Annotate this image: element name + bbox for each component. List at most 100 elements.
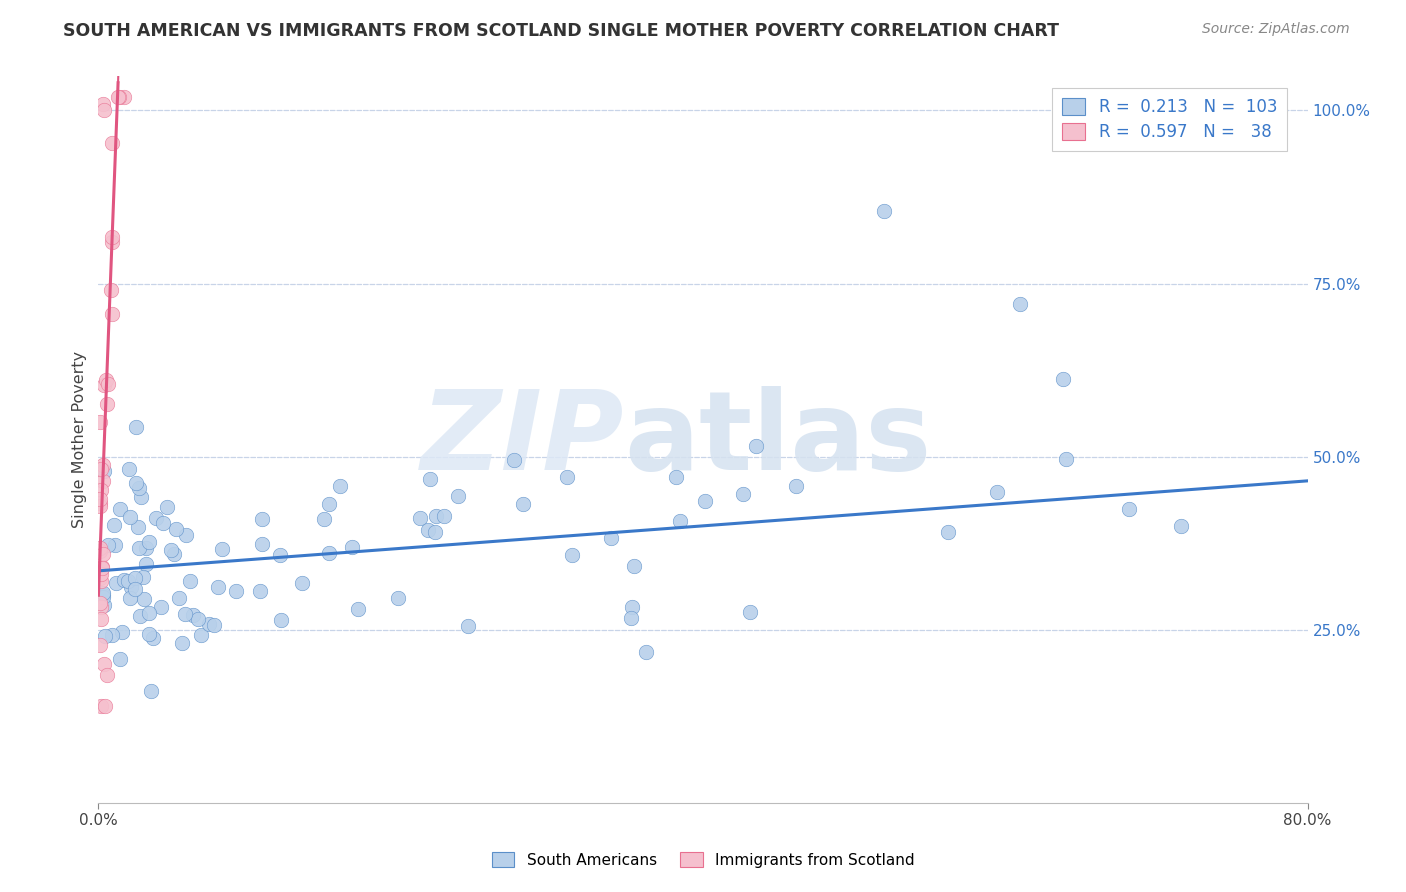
Point bbox=[181, 607, 204, 622]
Point bbox=[160, 543, 183, 558]
Point bbox=[138, 534, 160, 549]
Point bbox=[93, 464, 115, 478]
Point bbox=[90, 462, 112, 476]
Point bbox=[156, 500, 179, 514]
Point bbox=[636, 645, 658, 659]
Point bbox=[118, 510, 141, 524]
Point bbox=[731, 487, 754, 501]
Point bbox=[561, 548, 583, 562]
Point bbox=[120, 580, 142, 594]
Point bbox=[89, 491, 111, 506]
Point bbox=[387, 591, 409, 605]
Point bbox=[190, 628, 212, 642]
Point bbox=[93, 458, 115, 472]
Point bbox=[250, 537, 273, 551]
Text: atlas: atlas bbox=[624, 386, 932, 492]
Point bbox=[1118, 501, 1140, 516]
Point bbox=[669, 514, 692, 528]
Point bbox=[91, 591, 114, 605]
Legend: South Americans, Immigrants from Scotland: South Americans, Immigrants from Scotlan… bbox=[485, 846, 921, 873]
Point bbox=[100, 136, 122, 151]
Point bbox=[270, 613, 292, 627]
Point bbox=[162, 547, 184, 561]
Point bbox=[172, 636, 194, 650]
Point bbox=[89, 639, 111, 653]
Point bbox=[179, 574, 201, 588]
Point bbox=[502, 452, 524, 467]
Point bbox=[101, 628, 124, 642]
Point bbox=[419, 472, 441, 486]
Point bbox=[695, 494, 717, 508]
Point bbox=[90, 612, 112, 626]
Point bbox=[211, 542, 233, 557]
Point bbox=[145, 511, 167, 525]
Y-axis label: Single Mother Poverty: Single Mother Poverty bbox=[72, 351, 87, 528]
Point bbox=[135, 557, 157, 571]
Point bbox=[152, 516, 174, 531]
Point bbox=[124, 572, 146, 586]
Point bbox=[738, 605, 761, 619]
Text: Source: ZipAtlas.com: Source: ZipAtlas.com bbox=[1202, 22, 1350, 37]
Point bbox=[128, 481, 150, 495]
Point bbox=[93, 377, 115, 392]
Point bbox=[785, 479, 807, 493]
Point bbox=[90, 567, 112, 582]
Point bbox=[90, 599, 112, 614]
Point bbox=[107, 89, 129, 103]
Legend: R =  0.213   N =  103, R =  0.597   N =   38: R = 0.213 N = 103, R = 0.597 N = 38 bbox=[1052, 87, 1286, 151]
Point bbox=[104, 538, 127, 552]
Point bbox=[89, 541, 111, 555]
Point bbox=[409, 511, 432, 525]
Point bbox=[135, 541, 157, 555]
Point bbox=[96, 397, 118, 411]
Point bbox=[93, 474, 115, 488]
Text: SOUTH AMERICAN VS IMMIGRANTS FROM SCOTLAND SINGLE MOTHER POVERTY CORRELATION CHA: SOUTH AMERICAN VS IMMIGRANTS FROM SCOTLA… bbox=[63, 22, 1059, 40]
Point bbox=[94, 629, 117, 643]
Point bbox=[198, 616, 221, 631]
Point bbox=[125, 420, 148, 434]
Point bbox=[89, 596, 111, 610]
Point bbox=[250, 512, 273, 526]
Point bbox=[97, 538, 120, 552]
Point bbox=[124, 582, 146, 596]
Text: ZIP: ZIP bbox=[420, 386, 624, 492]
Point bbox=[291, 576, 314, 591]
Point bbox=[165, 522, 187, 536]
Point bbox=[621, 600, 644, 615]
Point bbox=[141, 631, 163, 645]
Point bbox=[269, 549, 291, 563]
Point bbox=[112, 573, 135, 587]
Point bbox=[89, 544, 111, 558]
Point bbox=[139, 684, 162, 698]
Point bbox=[873, 203, 896, 218]
Point bbox=[118, 462, 141, 476]
Point bbox=[110, 652, 132, 666]
Point bbox=[555, 470, 578, 484]
Point bbox=[90, 483, 112, 497]
Point bbox=[131, 570, 153, 584]
Point bbox=[599, 531, 621, 545]
Point bbox=[169, 591, 191, 605]
Point bbox=[103, 517, 125, 532]
Point bbox=[91, 547, 114, 561]
Point bbox=[96, 377, 118, 392]
Point bbox=[318, 546, 340, 560]
Point bbox=[347, 602, 370, 616]
Point bbox=[664, 470, 686, 484]
Point bbox=[416, 523, 439, 537]
Point bbox=[96, 373, 118, 387]
Point bbox=[89, 495, 111, 509]
Point bbox=[101, 230, 124, 244]
Point bbox=[89, 415, 111, 429]
Point bbox=[433, 509, 456, 524]
Point bbox=[105, 576, 128, 591]
Point bbox=[90, 561, 112, 575]
Point bbox=[620, 611, 643, 625]
Point bbox=[936, 524, 959, 539]
Point bbox=[207, 581, 229, 595]
Point bbox=[93, 657, 115, 672]
Point bbox=[174, 528, 197, 542]
Point bbox=[986, 484, 1008, 499]
Point bbox=[225, 584, 247, 599]
Point bbox=[91, 96, 114, 111]
